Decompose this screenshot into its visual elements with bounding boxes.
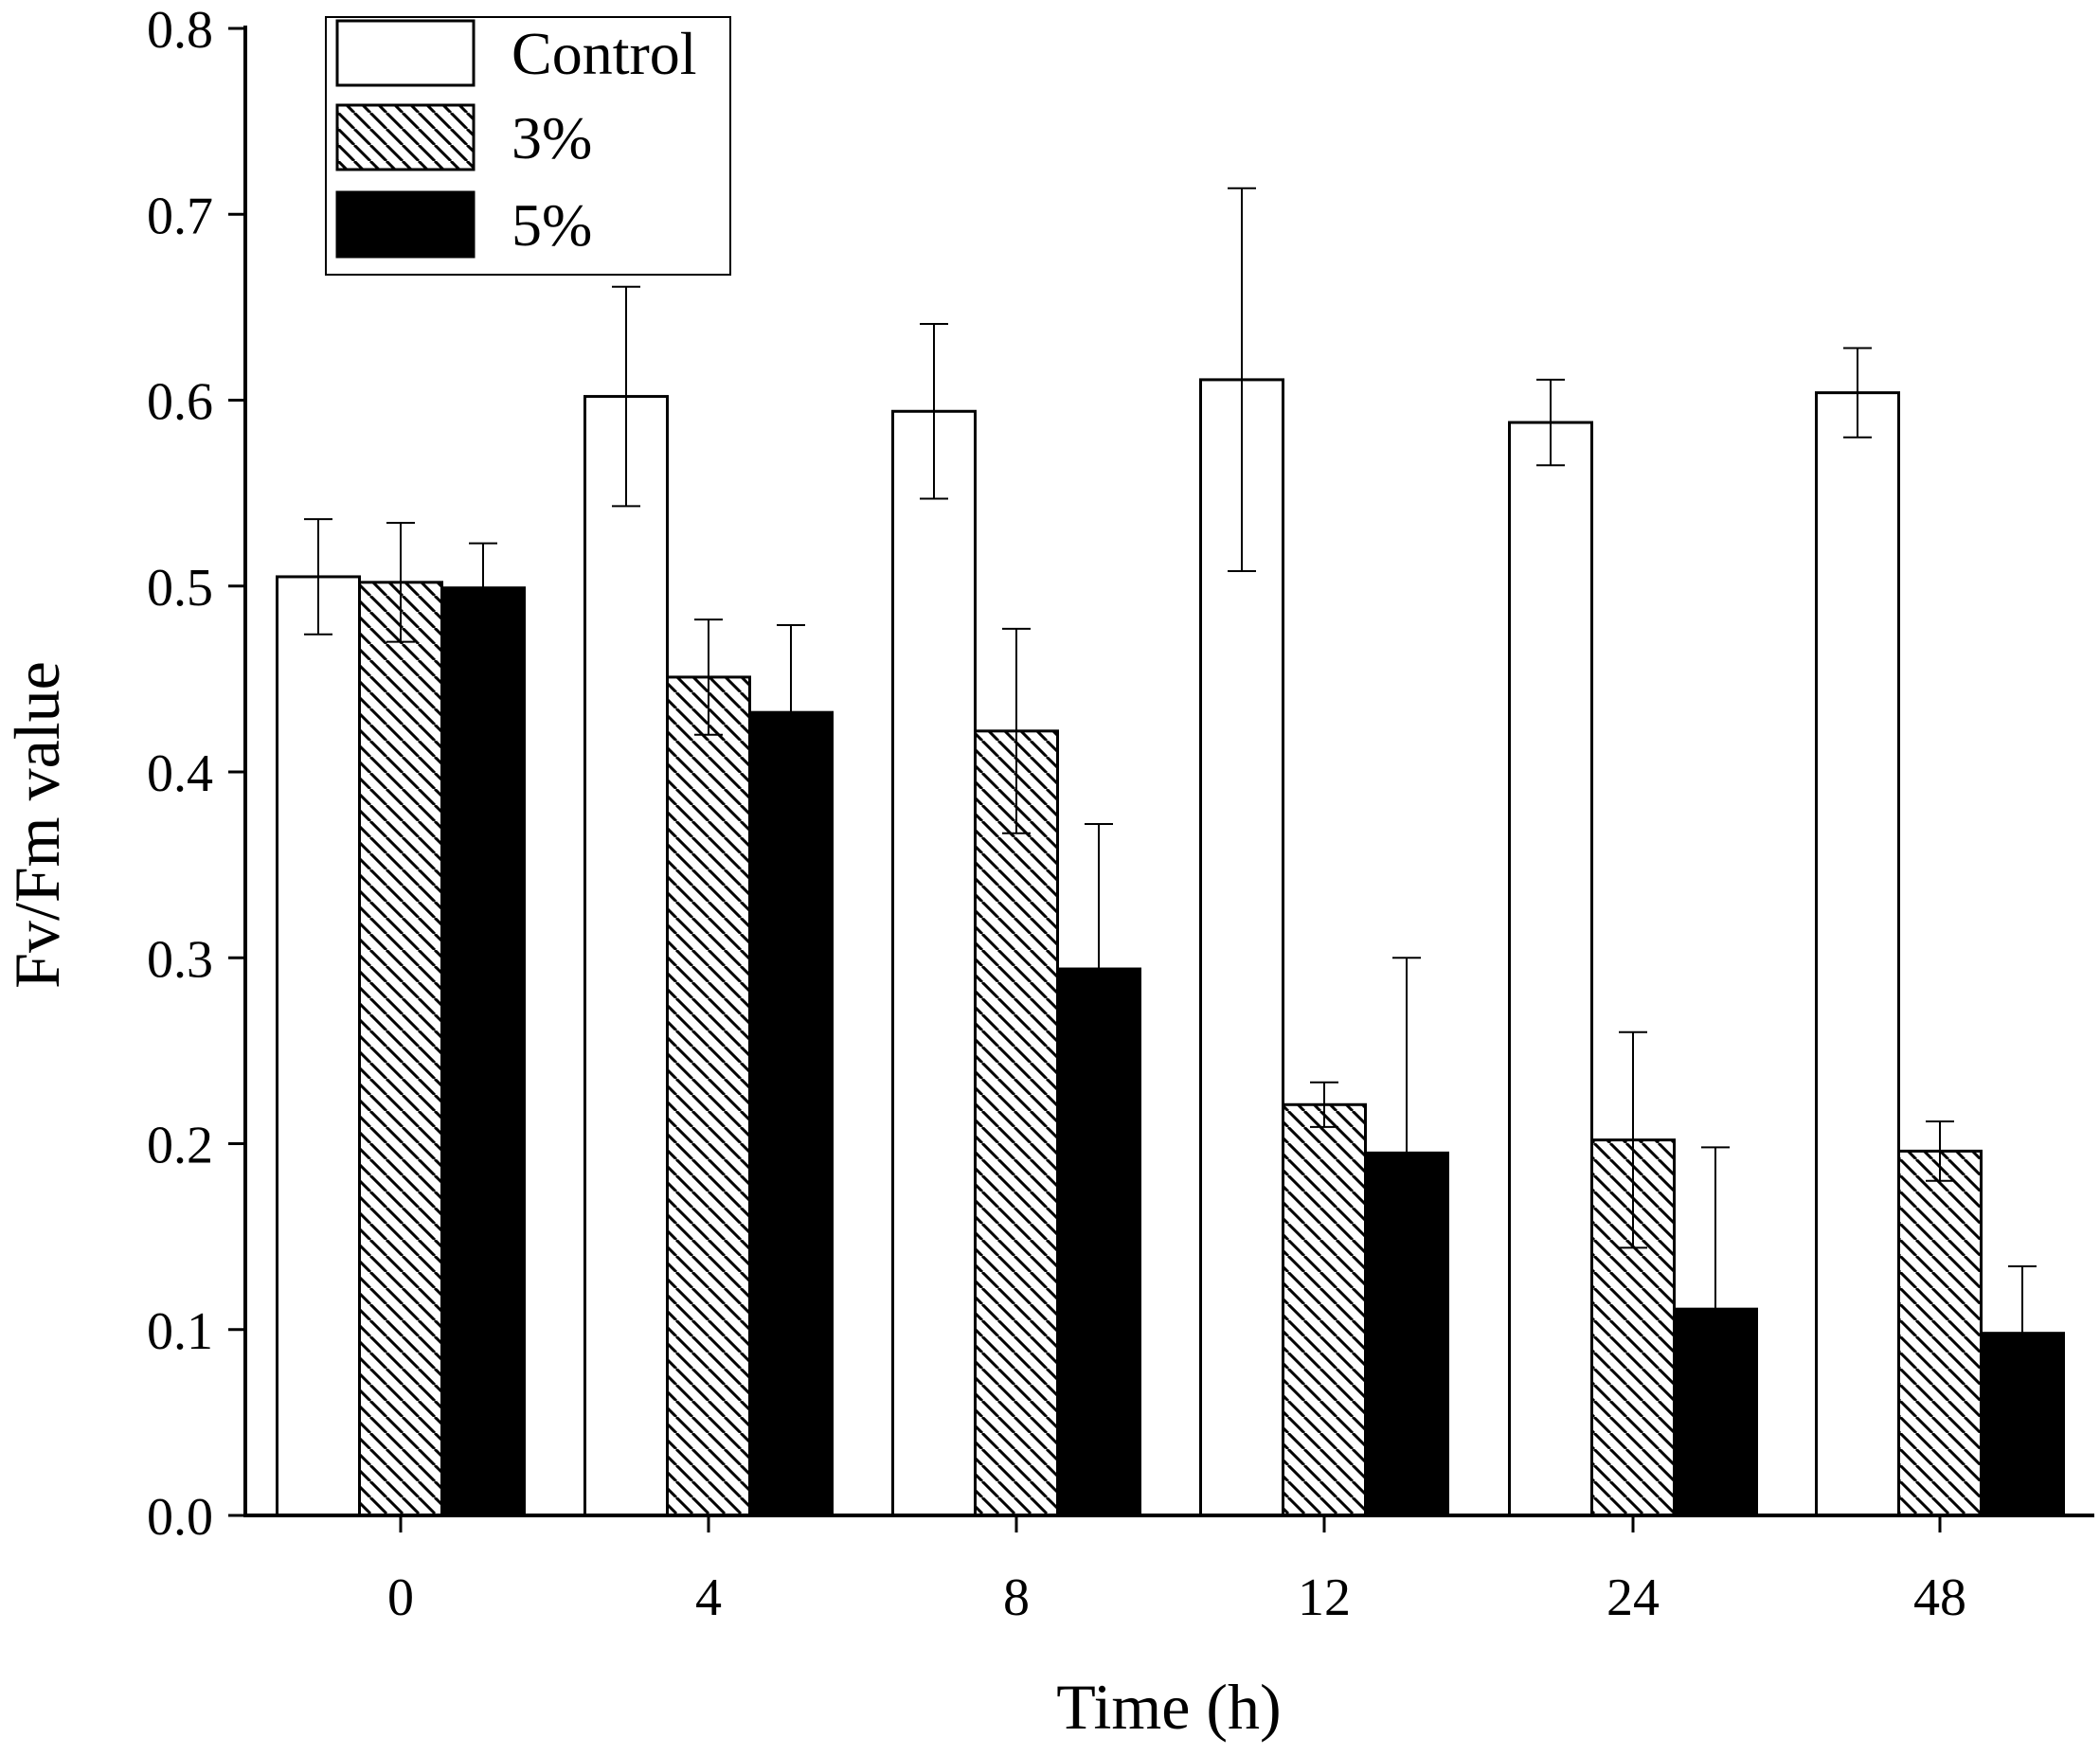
error-bar-3pct-48: [1926, 1120, 1954, 1182]
bar-3pct-0: [358, 581, 443, 1517]
legend-swatch-control: [335, 19, 476, 87]
legend-swatch-3pct: [335, 103, 476, 171]
error-bar-5pct-24: [1701, 1146, 1730, 1472]
error-bar-3pct-8: [1002, 627, 1031, 834]
error-bar-5pct-4: [777, 623, 805, 801]
x-tick-label: 8: [1003, 1568, 1030, 1627]
bar-control-24: [1508, 421, 1593, 1517]
legend-label: 3%: [512, 104, 592, 171]
x-tick-label: 4: [695, 1568, 722, 1627]
error-bar-control-8: [920, 323, 948, 500]
error-bar-5pct-48: [2008, 1265, 2037, 1402]
error-bar-5pct-0: [469, 542, 497, 634]
y-tick-label: 0.4: [147, 744, 213, 803]
y-tick-label: 0.8: [147, 1, 213, 60]
y-tick-label: 0.7: [147, 187, 213, 245]
x-tick-label: 12: [1298, 1568, 1351, 1627]
error-bar-5pct-8: [1085, 822, 1113, 1116]
error-bar-3pct-12: [1310, 1081, 1338, 1128]
bar-control-0: [276, 575, 361, 1517]
legend-label: Control: [512, 20, 697, 87]
bar-3pct-4: [666, 675, 751, 1517]
error-bar-control-48: [1843, 347, 1872, 439]
bar-3pct-8: [974, 729, 1059, 1517]
y-tick-label: 0.3: [147, 930, 213, 989]
error-bar-control-12: [1228, 187, 1256, 573]
error-bar-control-0: [304, 518, 332, 636]
y-axis-label: Fv/Fm value: [1, 661, 73, 989]
legend-label: 5%: [512, 191, 592, 259]
bar-5pct-0: [440, 586, 526, 1517]
error-bar-control-24: [1536, 378, 1565, 467]
error-bar-3pct-24: [1619, 1030, 1647, 1249]
x-tick-label: 24: [1606, 1568, 1660, 1627]
error-bar-3pct-0: [386, 522, 415, 643]
error-bar-5pct-12: [1392, 957, 1421, 1350]
legend-swatch-5pct: [335, 190, 476, 259]
x-axis-label: Time (h): [1056, 1671, 1281, 1743]
error-bar-3pct-4: [694, 618, 723, 736]
y-tick-label: 0.2: [147, 1117, 213, 1175]
y-tick-label: 0.1: [147, 1302, 213, 1361]
y-tick-label: 0.0: [147, 1488, 213, 1547]
bar-5pct-4: [748, 710, 834, 1517]
bar-3pct-48: [1897, 1149, 1983, 1517]
error-bar-control-4: [612, 285, 640, 508]
bar-3pct-12: [1282, 1102, 1367, 1517]
x-tick-label: 48: [1913, 1568, 1966, 1627]
x-tick-label: 0: [387, 1568, 414, 1627]
bar-control-8: [891, 409, 977, 1517]
y-tick-label: 0.6: [147, 373, 213, 432]
bar-control-4: [583, 395, 669, 1517]
y-tick-label: 0.5: [147, 559, 213, 618]
bar-control-48: [1815, 391, 1900, 1517]
